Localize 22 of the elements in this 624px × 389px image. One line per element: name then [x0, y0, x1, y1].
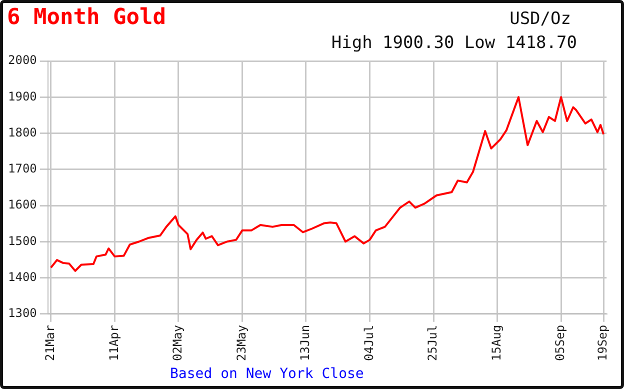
- y-tick-label: 1600: [8, 198, 37, 212]
- x-tick-label: 13Jun: [298, 324, 312, 361]
- chart-title: 6 Month Gold: [7, 5, 166, 30]
- y-tick-label: 1500: [8, 234, 37, 248]
- y-tick-label: 1800: [8, 125, 37, 140]
- text: USD/Oz: [510, 9, 571, 29]
- x-tick-label: 21Mar: [43, 324, 58, 361]
- text: High 1900.30 Low 1418.70: [331, 33, 577, 53]
- x-tick-label: 19Sep: [596, 324, 610, 361]
- x-tick-label: 11Apr: [106, 324, 121, 361]
- x-tick-label: 25Jul: [426, 324, 440, 361]
- x-tick-label: 23May: [234, 324, 248, 361]
- x-tick-label: 05Sep: [553, 324, 568, 361]
- y-tick-label: 1300: [8, 306, 37, 320]
- y-tick-label: 1900: [8, 89, 37, 104]
- text: Based on New York Close: [170, 366, 364, 382]
- y-tick-label: 2000: [8, 53, 37, 68]
- y-tick-label: 1400: [8, 270, 37, 284]
- x-tick-label: 02May: [170, 324, 185, 361]
- y-tick-label: 1700: [8, 162, 37, 176]
- x-tick-label: 15Aug: [489, 324, 504, 361]
- x-tick-label: 04Jul: [362, 324, 376, 361]
